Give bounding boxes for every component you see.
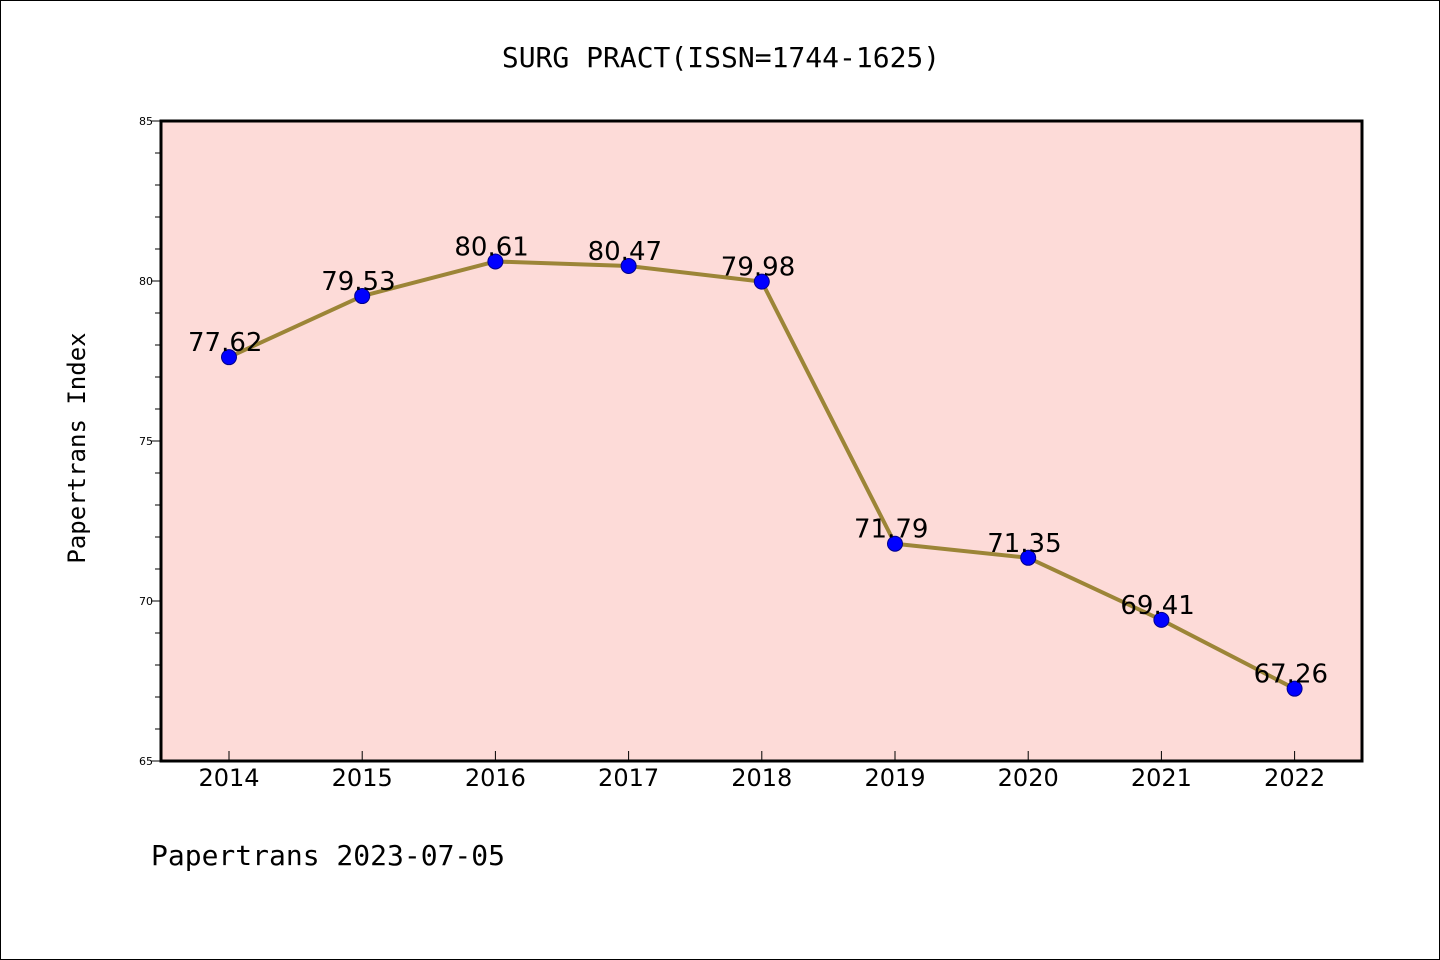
- y-tick-label: 70: [139, 595, 153, 608]
- y-tick-label: 75: [139, 435, 153, 448]
- x-tick-label: 2018: [731, 764, 792, 792]
- y-tick-label: 65: [139, 755, 153, 768]
- x-tick-label: 2021: [1131, 764, 1192, 792]
- data-point: [354, 288, 371, 305]
- y-tick-label: 80: [139, 275, 153, 288]
- data-label: 67.26: [1254, 660, 1328, 690]
- y-tick-label: 85: [139, 115, 153, 128]
- data-point: [1020, 549, 1037, 566]
- y-axis: 65 70 75 80 85: [139, 115, 161, 768]
- data-label: 80.47: [588, 237, 662, 267]
- footer-text: Papertrans 2023-07-05: [151, 839, 505, 872]
- data-label: 79.98: [721, 253, 795, 283]
- data-point: [620, 257, 637, 274]
- data-labels: 77.62 79.53 80.61 80.47 79.98 71.79 71.35 69.41…: [188, 232, 1328, 689]
- x-tick-label: 2016: [465, 764, 526, 792]
- chart-title: SURG PRACT(ISSN=1744-1625): [502, 41, 940, 74]
- series-markers: [221, 253, 1303, 697]
- data-label: 71.79: [854, 515, 928, 545]
- x-tick-label: 2019: [864, 764, 925, 792]
- x-axis: 2014 2015 2016 2017 2018 2019 2020 2021 2022: [198, 751, 1325, 792]
- x-tick-label: 2022: [1264, 764, 1325, 792]
- data-label: 80.61: [454, 232, 528, 262]
- data-point: [887, 535, 903, 552]
- data-point: [221, 349, 237, 366]
- data-point: [1286, 680, 1303, 697]
- data-label: 79.53: [321, 267, 395, 297]
- data-point: [753, 273, 770, 290]
- plot-area: [159, 119, 1364, 763]
- data-label: 77.62: [188, 328, 262, 358]
- data-label: 71.35: [987, 529, 1061, 559]
- x-tick-label: 2017: [598, 764, 659, 792]
- y-axis-label: Papertrans Index: [63, 332, 91, 563]
- data-point: [1153, 611, 1170, 628]
- x-tick-label: 2014: [198, 764, 259, 792]
- x-tick-label: 2020: [998, 764, 1059, 792]
- data-label: 69.41: [1120, 591, 1194, 621]
- data-point: [487, 253, 504, 270]
- x-tick-label: 2015: [332, 764, 393, 792]
